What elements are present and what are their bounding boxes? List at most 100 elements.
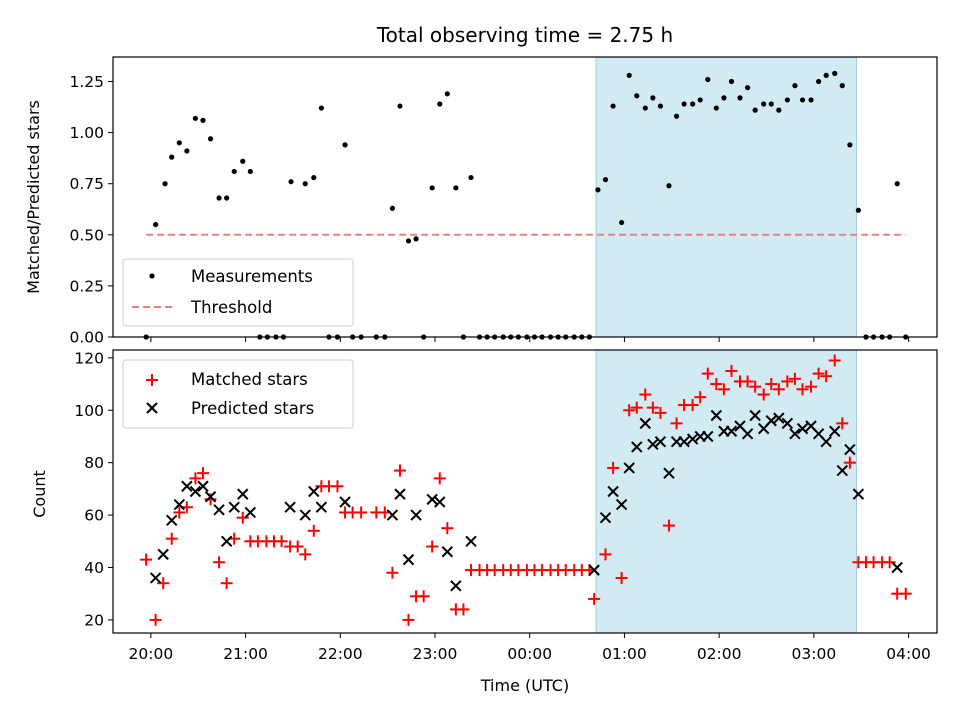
- matched-stars-point: [441, 522, 454, 535]
- x-tick-label: 03:00: [792, 645, 837, 663]
- measurement-point: [342, 142, 348, 148]
- matched-stars-point: [275, 535, 288, 548]
- y-tick-label: 0.00: [69, 329, 104, 347]
- matched-stars-point: [765, 378, 778, 391]
- matched-stars-point: [757, 388, 770, 401]
- predicted-stars-point: [228, 501, 240, 513]
- predicted-stars-point: [686, 433, 699, 445]
- predicted-stars-point: [663, 467, 675, 479]
- matched-stars-point: [426, 540, 439, 553]
- matched-stars-point: [433, 472, 446, 485]
- predicted-stars-point: [299, 509, 311, 521]
- predicted-stars-point: [765, 415, 777, 427]
- measurement-point: [705, 76, 711, 83]
- matched-stars-point: [710, 378, 723, 391]
- measurement-point: [453, 185, 459, 191]
- measurement-point: [619, 219, 625, 226]
- predicted-stars-point: [465, 535, 477, 547]
- bottom-panel: 20 40 60 80 100 120 20:00 21:00 22:00 23:00 00:00…: [30, 349, 938, 695]
- measurement-point: [737, 95, 743, 101]
- matched-stars-point: [149, 613, 162, 626]
- y-tick-label: 0.25: [69, 277, 104, 295]
- y-tick-label: 1.00: [69, 124, 104, 142]
- matched-stars-point: [157, 577, 170, 590]
- measurement-point: [666, 183, 672, 189]
- measurement-point: [318, 105, 324, 111]
- predicted-stars-point: [607, 485, 619, 498]
- matched-stars-point: [220, 577, 233, 590]
- legend-matched-label: Matched stars: [191, 370, 308, 389]
- measurement-point: [247, 168, 253, 175]
- predicted-stars-point: [820, 436, 832, 448]
- measurement-point: [776, 107, 782, 113]
- x-axis-label: Time (UTC): [480, 676, 569, 695]
- y-tick-label: 80: [84, 454, 104, 472]
- measurement-point: [761, 101, 767, 107]
- predicted-stars-point: [647, 438, 659, 451]
- predicted-stars-point: [725, 425, 738, 437]
- matched-stars-point: [623, 404, 636, 417]
- matched-stars-point: [213, 556, 226, 569]
- measurement-point: [673, 113, 680, 119]
- matched-stars-point: [686, 399, 699, 412]
- predicted-stars-point: [244, 506, 257, 519]
- x-tick-label: 20:00: [129, 645, 174, 663]
- top-panel: 0.00 0.25 0.50 0.75 1.00 1.25 Total observing…: [24, 23, 938, 347]
- measurement-point: [697, 97, 703, 103]
- measurement-point: [832, 70, 838, 76]
- predicted-stars-point: [789, 428, 801, 440]
- predicted-stars-point: [410, 509, 422, 521]
- measurement-point: [752, 107, 758, 113]
- predicted-stars-point: [773, 412, 785, 424]
- predicted-stars-point: [844, 443, 856, 456]
- legend-predicted-marker: [146, 402, 158, 414]
- measurement-point: [721, 95, 727, 101]
- matched-stars-point: [299, 548, 312, 561]
- legend-predicted-label: Predicted stars: [191, 399, 314, 418]
- matched-stars-point: [204, 493, 217, 506]
- legend-threshold-label: Threshold: [190, 298, 272, 317]
- predicted-stars-point: [450, 580, 462, 592]
- y-tick-label: 20: [84, 611, 104, 629]
- measurement-point: [728, 78, 735, 85]
- bottom-panel-frame: [112, 349, 938, 634]
- legend-measurements-label: Measurements: [191, 267, 313, 286]
- predicted-stars-point: [434, 496, 446, 508]
- top-y-axis-label: Matched/Predicted stars: [24, 100, 43, 294]
- predicted-stars-point: [836, 464, 848, 477]
- measurement-point: [184, 148, 190, 154]
- matched-stars-point: [836, 417, 849, 430]
- x-tick-label: 00:00: [507, 645, 552, 663]
- measurement-point: [894, 181, 900, 187]
- top-legend-frame: [122, 258, 354, 327]
- matched-stars-point: [386, 566, 399, 579]
- predicted-stars-point: [749, 409, 761, 422]
- predicted-stars-point: [315, 501, 328, 513]
- measurement-point: [437, 101, 443, 107]
- y-tick-label: 40: [84, 559, 104, 577]
- measurement-point: [288, 179, 294, 185]
- predicted-stars-point: [157, 548, 169, 561]
- predicted-stars-point: [237, 488, 249, 500]
- measurement-point: [405, 238, 412, 244]
- predicted-stars-point: [702, 430, 714, 443]
- matched-stars-point: [607, 461, 620, 474]
- bottom-y-axis-label: Count: [30, 470, 49, 518]
- x-tick-label: 23:00: [413, 645, 458, 663]
- top-legend: Measurements Threshold: [122, 258, 354, 327]
- matched-stars-point: [670, 417, 683, 430]
- predicted-stars-point: [615, 498, 628, 511]
- predicted-stars-point: [308, 485, 320, 498]
- measurement-point: [744, 85, 751, 91]
- y-tick-label: 120: [74, 349, 104, 367]
- measurement-point: [634, 93, 640, 99]
- measurement-point: [153, 221, 159, 228]
- matched-stars-point: [741, 375, 754, 388]
- measurement-point: [681, 101, 687, 107]
- predicted-stars-point: [852, 488, 865, 500]
- measurement-point: [839, 83, 845, 89]
- measurement-point: [389, 205, 396, 211]
- measurement-point: [626, 72, 632, 78]
- predicted-stars-point: [386, 509, 399, 521]
- measurement-point: [429, 185, 435, 191]
